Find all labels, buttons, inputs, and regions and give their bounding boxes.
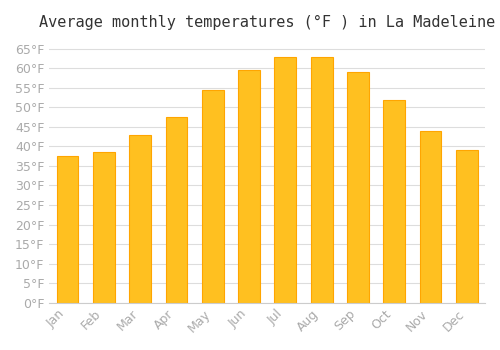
Bar [166, 117, 188, 303]
Bar [129, 135, 151, 303]
Bar [347, 72, 369, 303]
Bar [384, 99, 405, 303]
Bar [238, 70, 260, 303]
Bar [202, 90, 224, 303]
Bar [274, 57, 296, 303]
Bar [56, 156, 78, 303]
Bar [93, 152, 114, 303]
Bar [420, 131, 442, 303]
Bar [456, 150, 477, 303]
Bar [310, 57, 332, 303]
Title: Average monthly temperatures (°F ) in La Madeleine: Average monthly temperatures (°F ) in La… [39, 15, 496, 30]
